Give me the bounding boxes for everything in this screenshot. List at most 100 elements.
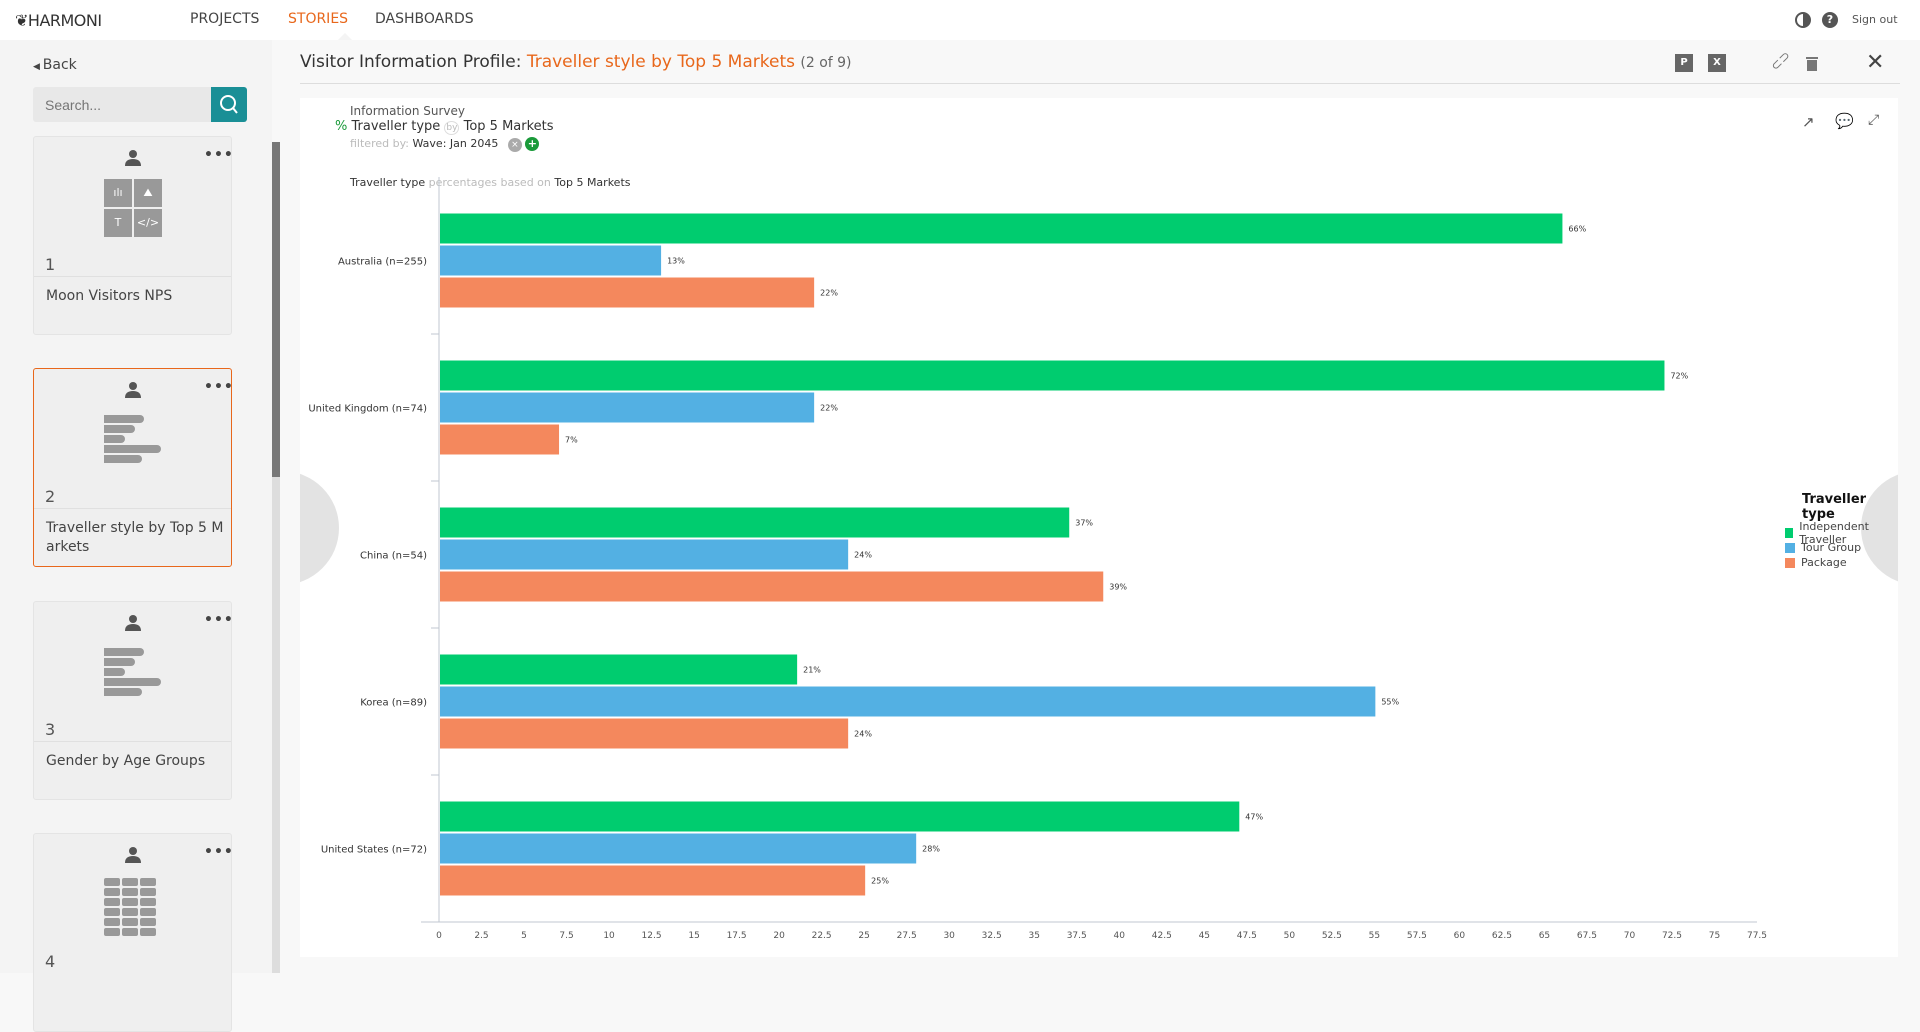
data-label: 66% (1568, 225, 1586, 234)
link-icon[interactable]: ⊂⊃ (1767, 48, 1794, 75)
bar-independent-traveller (440, 360, 1665, 391)
fullscreen-icon[interactable]: ⤢ (1868, 112, 1880, 128)
column-variable[interactable]: Top 5 Markets (463, 119, 554, 134)
data-label: 7% (565, 436, 578, 445)
data-label: 22% (820, 404, 838, 413)
close-icon[interactable]: ✕ (1866, 50, 1885, 75)
search-input[interactable] (33, 87, 211, 122)
more-options-icon[interactable]: ••• (204, 147, 234, 163)
title-prefix: Visitor Information Profile: (300, 52, 522, 72)
user-icon (125, 150, 141, 166)
card-number: 1 (45, 255, 56, 274)
x-tick-label: 62.5 (1492, 931, 1512, 941)
back-link[interactable]: ◀ Back (33, 57, 77, 73)
category-label: Australia (n=255) (338, 257, 427, 268)
remove-filter-icon[interactable]: × (507, 138, 522, 152)
powerpoint-icon[interactable]: P (1675, 54, 1693, 72)
subtitle-text: percentages based on (428, 176, 551, 189)
nav-stories[interactable]: STORIES (288, 11, 349, 27)
bar-tour-group (440, 833, 917, 864)
story-card[interactable]: ••• ılı ⛰ T </> 1 Moon Visitors NPS (33, 136, 234, 335)
x-tick-label: 35 (1028, 931, 1039, 941)
legend-label: Tour Group (1801, 541, 1862, 554)
card-title: Gender by Age Groups (46, 753, 206, 769)
legend-item[interactable]: Independent Traveller (1785, 520, 1898, 546)
trash-icon[interactable] (1803, 54, 1821, 72)
legend-swatch (1785, 557, 1795, 568)
sidebar-scrollbar[interactable] (272, 142, 280, 973)
card-number: 4 (45, 952, 56, 971)
more-options-icon[interactable]: ••• (204, 844, 234, 860)
user-icon (125, 615, 141, 631)
bar-package (440, 277, 815, 308)
percent-icon: % (335, 119, 348, 134)
category-label: China (n=54) (360, 551, 427, 562)
data-label: 22% (820, 289, 838, 298)
card-divider (34, 508, 231, 509)
more-options-icon[interactable]: ••• (204, 612, 234, 628)
excel-icon[interactable]: X (1708, 54, 1726, 72)
bar-independent-traveller (440, 213, 1563, 244)
bar-independent-traveller (440, 507, 1070, 538)
x-tick-label: 45 (1199, 931, 1210, 941)
logo[interactable]: ❦HARMONI (15, 11, 102, 30)
x-tick-label: 57.5 (1407, 931, 1427, 941)
legend-label: Independent Traveller (1799, 519, 1869, 546)
x-tick-label: 37.5 (1067, 931, 1087, 941)
contrast-icon[interactable] (1795, 12, 1811, 28)
legend-item[interactable]: Tour Group (1785, 540, 1898, 555)
row-variable[interactable]: Traveller type (351, 119, 441, 134)
card-number: 3 (45, 720, 56, 739)
help-icon[interactable]: ? (1822, 12, 1838, 28)
user-icon (125, 382, 141, 398)
bar-tour-group (440, 392, 815, 423)
x-tick-label: 77.5 (1747, 931, 1767, 941)
data-label: 24% (854, 730, 872, 739)
bar-chart-thumbnail-icon (104, 648, 162, 706)
subtitle-row-var: Traveller type (350, 176, 426, 189)
x-tick-label: 67.5 (1577, 931, 1597, 941)
more-options-icon[interactable]: ••• (204, 379, 234, 395)
sign-out-link[interactable]: Sign out (1852, 13, 1898, 26)
top-bar: ❦HARMONI PROJECTS STORIES DASHBOARDS ? S… (0, 0, 1920, 40)
chevron-left-icon: ◀ (33, 62, 43, 72)
story-card[interactable]: ••• 2 Traveller style by Top 5 Markets (33, 368, 234, 567)
x-tick-label: 17.5 (727, 931, 747, 941)
story-title: Traveller style by Top 5 Markets (526, 52, 795, 72)
legend-title: Traveller type (1802, 492, 1867, 522)
table-thumbnail-icon (104, 878, 162, 936)
category-label: United States (n=72) (321, 845, 427, 856)
add-filter-icon[interactable]: + (525, 137, 540, 151)
filter-value[interactable]: Wave: Jan 2045 (412, 137, 499, 150)
story-card[interactable]: ••• 3 Gender by Age Groups (33, 601, 234, 800)
legend-label: Package (1801, 556, 1847, 569)
data-label: 28% (922, 845, 940, 854)
x-tick-label: 72.5 (1662, 931, 1682, 941)
data-label: 24% (854, 551, 872, 560)
story-count: (2 of 9) (800, 55, 852, 71)
x-tick-label: 2.5 (474, 931, 488, 941)
x-tick-label: 10 (603, 931, 615, 941)
x-tick-label: 20 (773, 931, 785, 941)
category-label: United Kingdom (n=74) (308, 404, 427, 415)
x-tick-label: 40 (1114, 931, 1126, 941)
sidebar-scroll-thumb[interactable] (272, 142, 280, 477)
search-icon (220, 95, 238, 114)
story-card[interactable]: ••• 4 (33, 833, 234, 1032)
bar-tour-group (440, 245, 662, 276)
legend-item[interactable]: Package (1785, 555, 1898, 570)
card-number: 2 (45, 487, 56, 506)
comment-icon[interactable]: 💬 (1835, 112, 1854, 130)
header-divider (300, 83, 1900, 84)
widgets-thumbnail-icon: ılı ⛰ T </> (104, 179, 162, 237)
search-button[interactable] (211, 87, 247, 122)
bar-tour-group (440, 539, 849, 570)
legend-swatch (1785, 542, 1795, 553)
bar-package (440, 865, 866, 896)
active-nav-caret (338, 33, 352, 40)
legend-swatch (1785, 527, 1794, 538)
nav-projects[interactable]: PROJECTS (190, 11, 260, 27)
open-external-icon[interactable]: ↗ (1802, 113, 1815, 131)
x-tick-label: 15 (688, 931, 699, 941)
nav-dashboards[interactable]: DASHBOARDS (375, 11, 474, 27)
